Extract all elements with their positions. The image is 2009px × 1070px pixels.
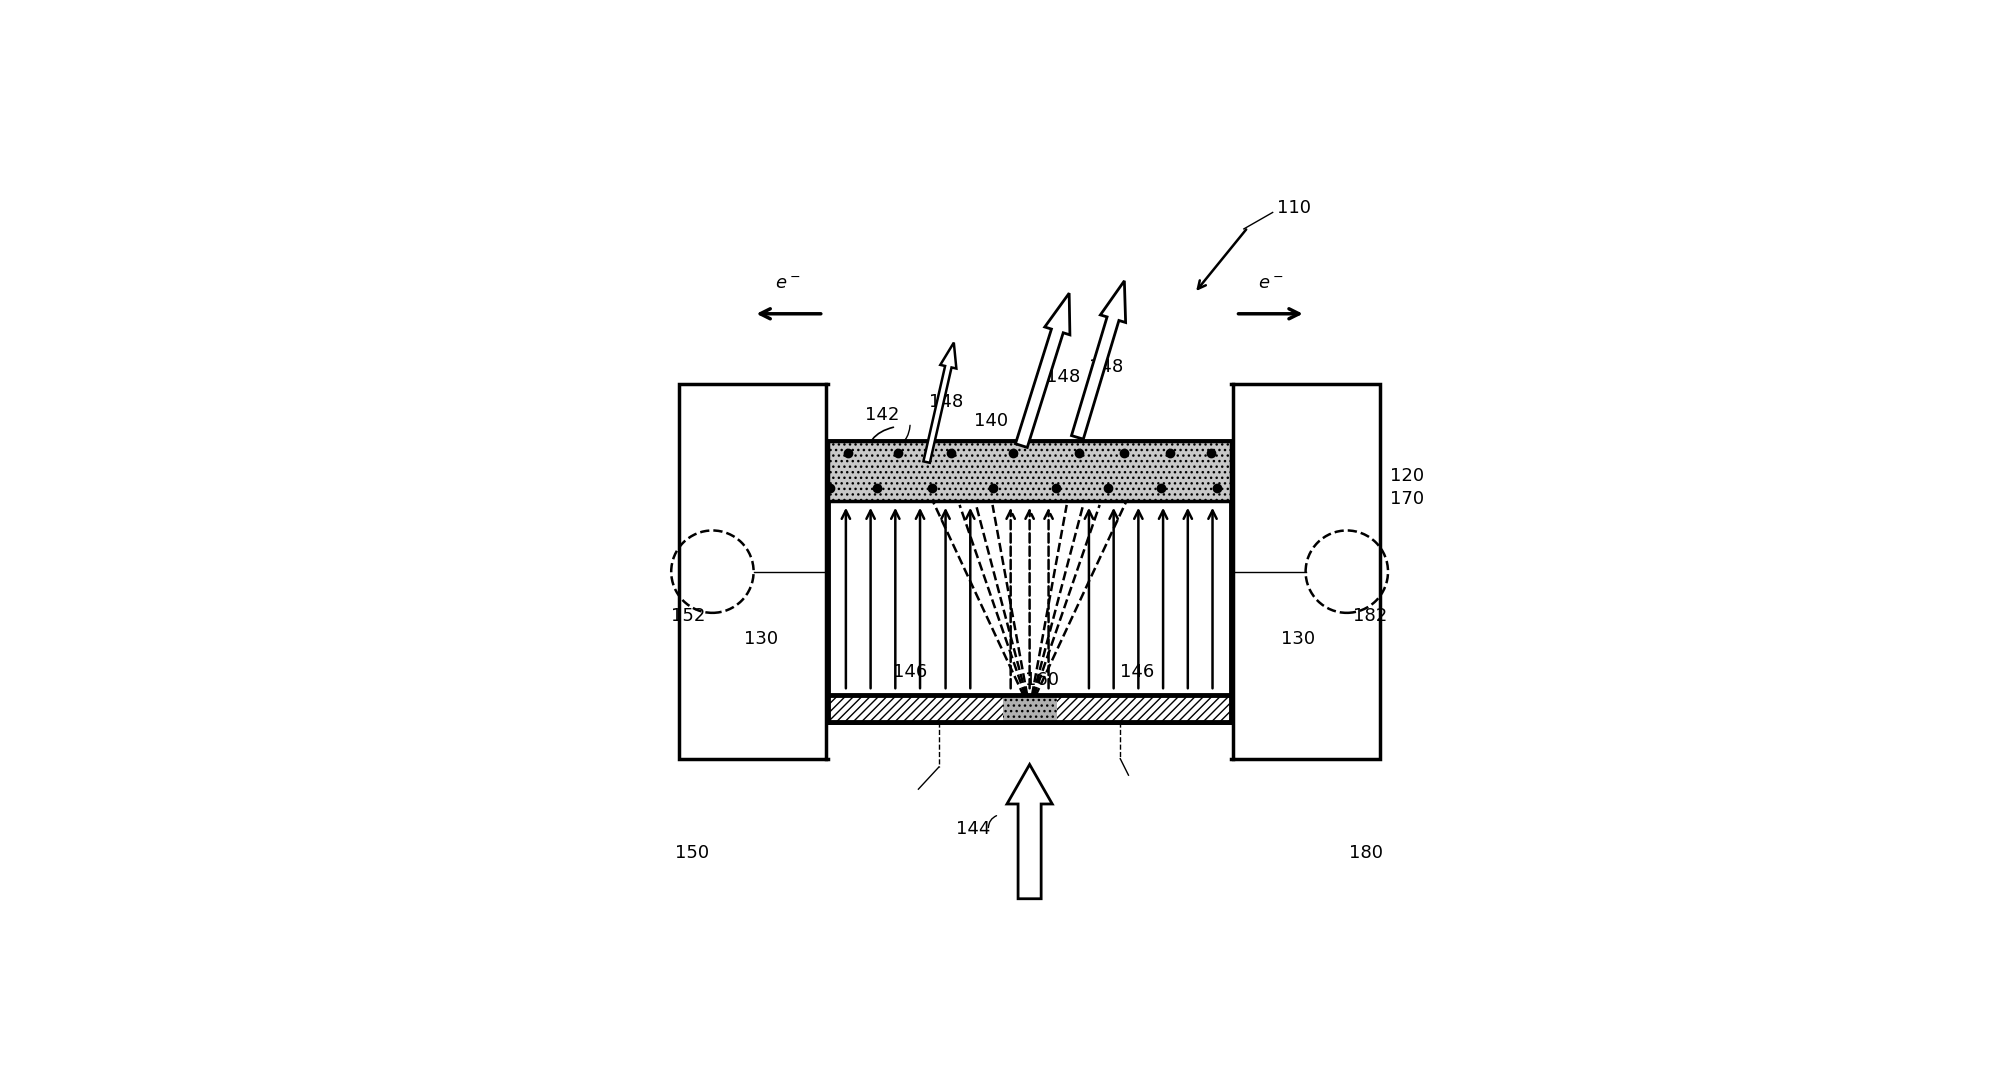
Text: 146: 146 — [894, 663, 928, 682]
Text: 142: 142 — [866, 407, 900, 424]
Bar — [1002, 696, 1057, 721]
Text: 130: 130 — [1282, 630, 1316, 648]
FancyArrow shape — [1015, 293, 1071, 447]
Text: 152: 152 — [671, 607, 705, 625]
Text: 148: 148 — [928, 393, 964, 411]
Text: 148: 148 — [1047, 368, 1081, 386]
Text: 182: 182 — [1354, 607, 1388, 625]
Bar — [828, 442, 1232, 501]
Text: 170: 170 — [1390, 490, 1424, 508]
Bar — [828, 442, 1232, 721]
Bar — [679, 384, 826, 759]
Text: 110: 110 — [1278, 199, 1310, 217]
Text: 144: 144 — [956, 820, 990, 838]
Text: 146: 146 — [1119, 663, 1153, 682]
FancyArrow shape — [1007, 764, 1053, 899]
Text: 148: 148 — [1089, 358, 1123, 377]
Text: $e^-$: $e^-$ — [1258, 275, 1284, 293]
Text: 150: 150 — [675, 844, 709, 862]
Text: 140: 140 — [974, 412, 1009, 430]
FancyArrow shape — [1071, 280, 1125, 439]
Text: 180: 180 — [1348, 844, 1382, 862]
Text: 120: 120 — [1390, 468, 1424, 485]
Bar — [1234, 384, 1380, 759]
Text: $e^-$: $e^-$ — [775, 275, 802, 293]
Bar — [1057, 696, 1232, 721]
FancyArrow shape — [924, 342, 956, 463]
Text: 160: 160 — [1025, 671, 1059, 689]
Text: 130: 130 — [743, 630, 777, 648]
Bar — [828, 696, 1002, 721]
